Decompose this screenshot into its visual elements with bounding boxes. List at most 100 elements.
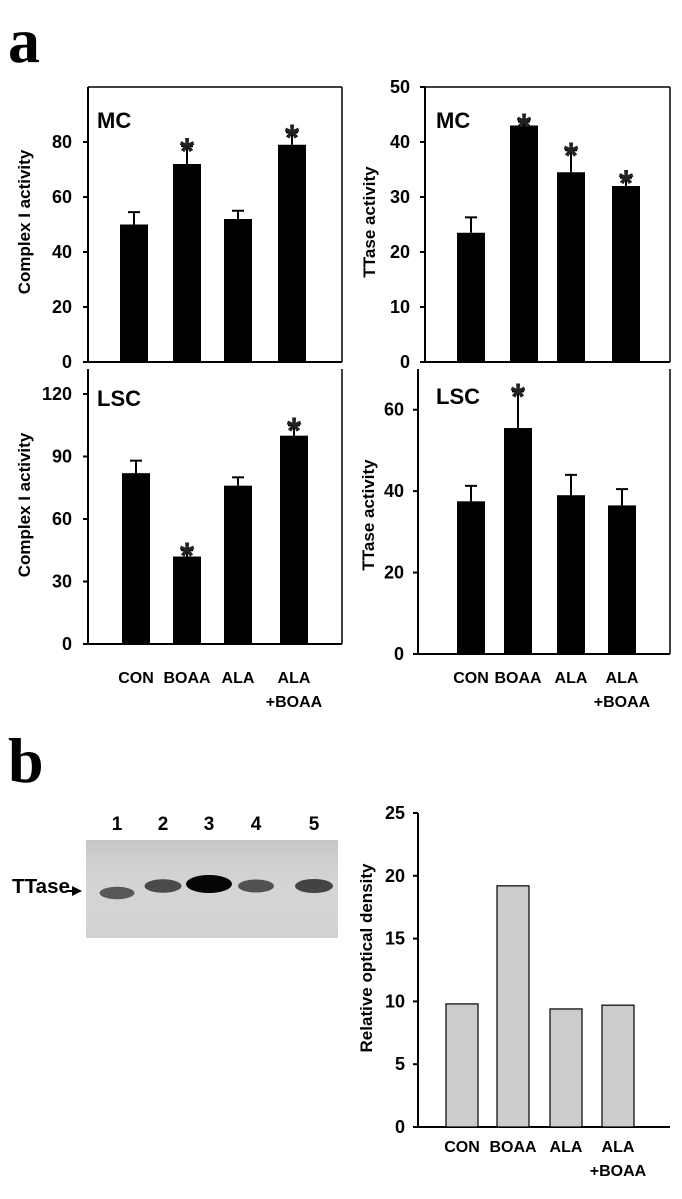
- x-category-label: ALA: [550, 1139, 583, 1156]
- x-category-label: CON: [453, 670, 489, 687]
- significance-star: *: [511, 376, 526, 418]
- western-blot: 1 2 3 4 5 TTase: [12, 814, 338, 938]
- y-axis-label: TTase activity: [360, 166, 379, 278]
- bar: [122, 473, 150, 644]
- blot-lane-label: 1: [112, 814, 123, 835]
- blot-lane-label: 4: [251, 814, 262, 835]
- y-tick-label: 80: [52, 132, 72, 152]
- bar: [280, 435, 308, 644]
- y-axis-label: TTase activity: [359, 459, 378, 571]
- y-tick-label: 10: [390, 297, 410, 317]
- y-tick-label: 90: [52, 447, 72, 467]
- blot-band: [295, 879, 333, 893]
- blot-band: [186, 875, 232, 893]
- blot-lane-label: 2: [158, 814, 169, 835]
- y-tick-label: 10: [385, 991, 405, 1011]
- chart-1: 0 10 20 30 40 50 TTase activity MC * * *: [360, 77, 671, 372]
- bar: [445, 1003, 479, 1128]
- bar: [557, 495, 585, 654]
- blot-band: [238, 879, 274, 893]
- x-category-label: ALA: [222, 670, 255, 687]
- x-category-label: CON: [444, 1139, 480, 1156]
- x-category-label: ALA: [602, 1139, 635, 1156]
- chart-4: 0 5 10 15 20 25 Relative optical density CON BOA…: [357, 803, 670, 1180]
- region-label: MC: [97, 108, 131, 133]
- bar: [173, 164, 201, 362]
- significance-star: *: [285, 117, 300, 159]
- bar: [173, 556, 201, 644]
- bar: [549, 1008, 583, 1128]
- panel-a-letter: a: [8, 5, 40, 76]
- y-tick-label: 60: [384, 400, 404, 420]
- bar: [278, 144, 306, 362]
- y-tick-label: 25: [385, 803, 405, 823]
- blot-bands: [99, 875, 333, 900]
- bar: [510, 125, 538, 362]
- blot-ttase-label: TTase: [12, 876, 70, 898]
- significance-star: *: [180, 535, 195, 577]
- bar: [120, 224, 148, 362]
- blot-band: [99, 886, 135, 900]
- y-tick-label: 50: [390, 77, 410, 97]
- blot-arrow-icon: [72, 886, 82, 896]
- blot-lane-label: 5: [309, 814, 320, 835]
- blot-lane-label: 3: [204, 814, 215, 835]
- y-tick-label: 20: [385, 866, 405, 886]
- bar: [224, 219, 252, 362]
- y-axis-label: Relative optical density: [357, 863, 376, 1052]
- bar: [608, 505, 636, 654]
- x-category-label: ALA: [606, 670, 639, 687]
- bar: [496, 885, 530, 1128]
- significance-star: *: [517, 107, 532, 149]
- bar: [224, 485, 252, 644]
- y-tick-label: 30: [390, 187, 410, 207]
- region-label: LSC: [436, 384, 480, 409]
- significance-star: *: [619, 163, 634, 205]
- significance-star: *: [180, 131, 195, 173]
- significance-star: *: [287, 410, 302, 452]
- panel-b-letter: b: [8, 725, 44, 796]
- y-tick-label: 0: [395, 1117, 405, 1137]
- chart-3: 0 20 40 60 TTase activity LSC * CON BOAA ALA ALA +B…: [359, 369, 671, 711]
- y-tick-label: 20: [390, 242, 410, 262]
- significance-star: *: [564, 135, 579, 177]
- y-tick-label: 60: [52, 509, 72, 529]
- y-tick-label: 15: [385, 929, 405, 949]
- x-category-label: BOAA: [163, 670, 211, 687]
- y-tick-label: 40: [384, 481, 404, 501]
- bar: [612, 186, 640, 362]
- bar: [557, 172, 585, 362]
- y-tick-label: 20: [52, 297, 72, 317]
- x-category-label: CON: [118, 670, 154, 687]
- blot-lane-labels: 1 2 3 4 5: [112, 814, 320, 835]
- y-tick-label: 0: [62, 634, 72, 654]
- y-tick-label: 0: [400, 352, 410, 372]
- x-category-label: ALA: [278, 670, 311, 687]
- bar: [504, 428, 532, 654]
- y-tick-label: 0: [394, 644, 404, 664]
- chart-2: 0 30 60 90 120 Complex I activity LSC * * CON BOAA…: [15, 369, 343, 711]
- chart-0: 0 20 40 60 80 Complex I activity MC * *: [15, 86, 343, 372]
- region-label: MC: [436, 108, 470, 133]
- bar: [601, 1004, 635, 1128]
- y-tick-label: 40: [52, 242, 72, 262]
- blot-band: [144, 879, 182, 893]
- bar: [457, 232, 485, 362]
- y-tick-label: 60: [52, 187, 72, 207]
- y-tick-label: 5: [395, 1054, 405, 1074]
- y-tick-label: 0: [62, 352, 72, 372]
- x-category-label: BOAA: [489, 1139, 537, 1156]
- region-label: LSC: [97, 386, 141, 411]
- y-tick-label: 20: [384, 563, 404, 583]
- y-tick-label: 40: [390, 132, 410, 152]
- y-axis-label: Complex I activity: [15, 149, 34, 294]
- x-category-label: +BOAA: [594, 694, 651, 711]
- x-category-label: BOAA: [494, 670, 542, 687]
- bar: [457, 501, 485, 654]
- y-axis-label: Complex I activity: [15, 432, 34, 577]
- x-category-label: ALA: [555, 670, 588, 687]
- y-tick-label: 30: [52, 572, 72, 592]
- y-tick-label: 120: [42, 384, 72, 404]
